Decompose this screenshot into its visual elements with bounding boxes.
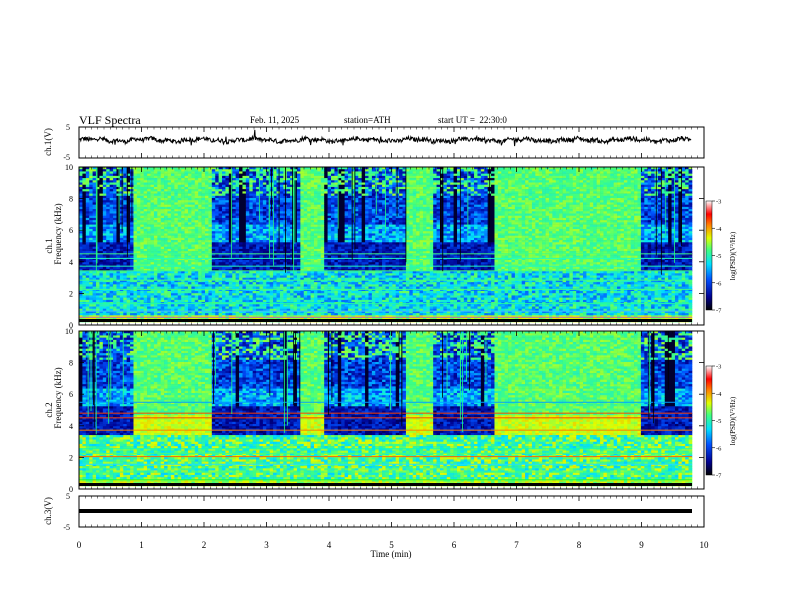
start-ut-label: start UT = 22:30:0	[438, 115, 507, 125]
ch1-colorbar-tick: -7	[716, 308, 722, 315]
ch1-spectrogram-ytick-label: 2	[69, 289, 73, 298]
ch1-spectrogram-ytick-label: 8	[69, 195, 73, 204]
time-tick-label: 1	[139, 540, 144, 550]
figure-title: VLF Spectra	[79, 113, 141, 127]
ch2-spectrogram-ytick-label: 6	[69, 390, 73, 399]
time-tick-label: 0	[77, 540, 82, 550]
ch2-colorbar-tick: -4	[716, 391, 722, 398]
ch2-spectrogram-ylabel-channel: ch.2	[44, 402, 54, 417]
time-tick-label: 10	[700, 540, 710, 550]
time-tick-label: 8	[577, 540, 582, 550]
ch1-spectrogram-ylabel-frequency: Frequency (kHz)	[53, 203, 63, 264]
ch2-colorbar-tick: -3	[716, 364, 721, 371]
time-tick-label: 7	[514, 540, 519, 550]
ch1-colorbar-tick: -6	[716, 280, 722, 287]
date-label: Feb. 11, 2025	[250, 115, 300, 125]
ch1-spectrogram-ytick-label: 10	[65, 163, 73, 172]
ch2-spectrogram-ytick-label: 4	[69, 422, 73, 431]
ch1-colorbar-tick: -5	[716, 253, 721, 260]
ch1-spectrogram-panel: 0 2 4 6 8 10 ch.1 Frequency (kHz)	[44, 163, 705, 330]
time-tick-label: 6	[452, 540, 457, 550]
station-label: station=ATH	[344, 115, 391, 125]
time-tick-label: 4	[327, 540, 332, 550]
ch2-colorbar: -3 -4 -5 -6 -7 log(PSD)(V²/Hz)	[705, 364, 737, 480]
ch2-spectrogram-ylabel-frequency: Frequency (kHz)	[53, 367, 63, 428]
ch1-spectrogram-ytick-label: 4	[69, 258, 73, 267]
time-tick-label: 2	[202, 540, 207, 550]
ch3-ytick-bottom: -5	[63, 523, 70, 532]
ch1-colorbar-tick: -4	[716, 226, 722, 233]
ch1-ytick-bottom: -5	[63, 153, 70, 162]
ch1-spectrogram-ytick-label: 0	[69, 321, 73, 330]
ch3-ylabel: ch.3(V)	[43, 497, 53, 525]
time-axis-label: Time (min)	[371, 549, 412, 559]
ch2-spectrogram-ytick-label: 2	[69, 453, 73, 462]
ch1-waveform-line	[78, 129, 692, 147]
time-tick-label: 5	[389, 540, 394, 550]
ch1-colorbar-label: log(PSD)(V²/Hz)	[729, 231, 737, 280]
ch3-waveform-line	[79, 509, 692, 513]
ch1-ytick-top: 5	[66, 123, 70, 132]
ch2-spectrogram-panel: 0 2 4 6 8 10 ch.2 Frequency (kHz)	[44, 327, 705, 494]
ch1-spectrogram-ytick-label: 6	[69, 226, 73, 235]
ch2-spectrogram-ytick-label: 0	[69, 485, 73, 494]
ch2-spectrogram-ytick-label: 8	[69, 359, 73, 368]
ch1-waveform-panel: 5 -5 ch.1(V)	[43, 123, 705, 162]
time-axis: 0 1 2 3 4 5 6 7 8 9 10	[77, 127, 709, 550]
ch1-colorbar: -3 -4 -5 -6 -7 log(PSD)(V²/Hz)	[705, 199, 737, 315]
ch3-waveform-panel: 5 -5 ch.3(V)	[43, 492, 705, 532]
ch2-colorbar-label: log(PSD)(V²/Hz)	[729, 396, 737, 445]
ch2-colorbar-tick: -6	[716, 445, 722, 452]
ch2-colorbar-tick: -5	[716, 418, 721, 425]
ch2-colorbar-tick: -7	[716, 473, 722, 480]
time-tick-label: 9	[639, 540, 644, 550]
ch3-ytick-top: 5	[66, 492, 70, 501]
ch2-spectrogram-ytick-label: 10	[65, 327, 73, 336]
ch1-spectrogram-ylabel-channel: ch.1	[44, 238, 54, 253]
ch1-ylabel: ch.1(V)	[43, 128, 53, 156]
time-tick-label: 3	[264, 540, 269, 550]
ch1-colorbar-tick: -3	[716, 199, 721, 206]
